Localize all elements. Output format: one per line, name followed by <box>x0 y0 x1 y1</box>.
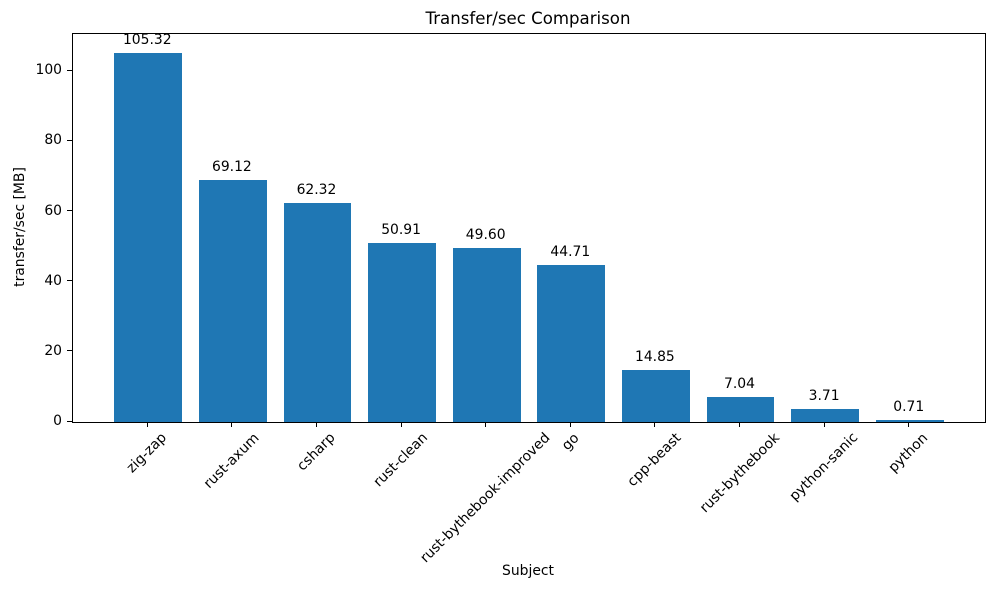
y-axis-label: transfer/sec [MB] <box>11 167 28 287</box>
x-tick-label: csharp <box>294 430 339 475</box>
y-tick-label: 20 <box>44 342 62 359</box>
bar-value-label: 0.71 <box>893 398 925 415</box>
bar-value-label: 49.60 <box>465 226 506 243</box>
x-axis-label: Subject <box>502 563 554 579</box>
y-tick <box>67 69 72 71</box>
y-tick <box>67 210 72 211</box>
bar <box>791 409 859 422</box>
bar <box>283 203 352 422</box>
x-tick-label: python-sanic <box>786 430 862 505</box>
x-tick <box>400 422 402 427</box>
bar-value-label: 105.32 <box>122 31 172 48</box>
x-tick <box>654 422 656 427</box>
y-tick <box>67 420 72 422</box>
y-tick-label: 80 <box>44 132 62 149</box>
bar <box>622 369 690 422</box>
y-tick-label: 0 <box>53 413 62 429</box>
x-tick-label: rust-bythebook-improved <box>417 430 554 567</box>
x-tick-label: cpp-beast <box>624 430 685 491</box>
y-tick-label: 40 <box>44 272 62 289</box>
x-tick-label: rust-clean <box>370 430 432 491</box>
y-tick-label: 100 <box>35 62 62 79</box>
bar-value-label: 7.04 <box>724 376 755 393</box>
x-tick-label: zig-zap <box>123 430 171 477</box>
y-tick <box>67 280 72 282</box>
bar <box>875 419 944 422</box>
bar-value-label: 62.32 <box>296 182 337 199</box>
plot-area <box>72 33 986 423</box>
bar <box>537 265 606 422</box>
bar <box>114 52 183 422</box>
y-tick <box>67 350 72 352</box>
bar-value-label: 44.71 <box>550 244 591 261</box>
y-tick <box>67 139 72 141</box>
bar-value-label: 3.71 <box>808 387 840 404</box>
bar-value-label: 69.12 <box>212 158 252 175</box>
x-tick <box>739 422 740 427</box>
y-tick-label: 60 <box>44 202 62 219</box>
chart-title: Transfer/sec Comparison <box>425 9 631 28</box>
x-tick <box>569 422 571 427</box>
x-tick-label: rust-axum <box>201 429 263 492</box>
x-tick <box>315 422 317 427</box>
bar-value-label: 14.85 <box>635 348 675 365</box>
bar <box>368 243 436 422</box>
x-tick <box>908 422 910 427</box>
bar <box>706 397 775 422</box>
bar <box>452 248 521 422</box>
x-tick-label: go <box>558 429 583 454</box>
bar-value-label: 50.91 <box>381 222 421 239</box>
x-tick-label: python <box>885 430 932 476</box>
x-tick <box>146 422 148 427</box>
x-tick <box>231 422 233 427</box>
x-tick-label: rust-bythebook <box>696 430 783 517</box>
x-tick <box>485 422 487 427</box>
bar <box>199 179 267 422</box>
x-tick <box>823 422 825 427</box>
